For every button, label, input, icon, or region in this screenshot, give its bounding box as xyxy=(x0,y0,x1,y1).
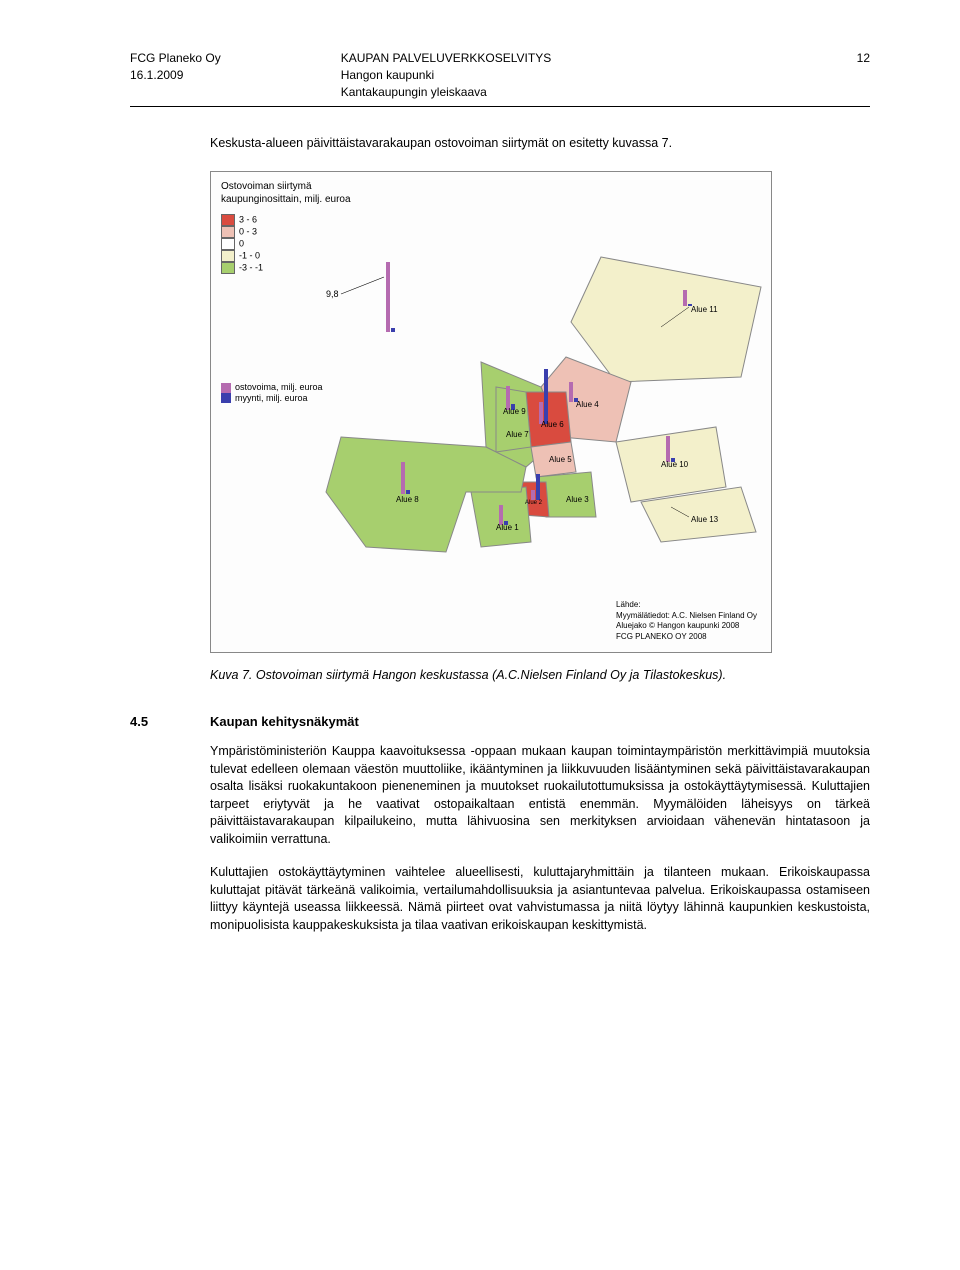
section-title: Kaupan kehitysnäkymät xyxy=(210,714,359,729)
svg-text:9,8: 9,8 xyxy=(326,289,339,299)
header-date: 16.1.2009 xyxy=(130,67,221,84)
svg-text:Alue 8: Alue 8 xyxy=(396,495,419,504)
svg-text:Alue 4: Alue 4 xyxy=(576,400,599,409)
header-title: KAUPAN PALVELUVERKKOSELVITYS xyxy=(341,50,830,67)
svg-text:Alue 1: Alue 1 xyxy=(496,523,519,532)
svg-text:Alue 7: Alue 7 xyxy=(506,430,529,439)
svg-text:Alue 9: Alue 9 xyxy=(503,407,526,416)
svg-text:Alue 6: Alue 6 xyxy=(541,420,564,429)
header-plan: Kantakaupungin yleiskaava xyxy=(341,84,830,101)
svg-text:Alue 13: Alue 13 xyxy=(691,515,719,524)
svg-text:Alue 5: Alue 5 xyxy=(549,455,572,464)
map-svg: Alue 11 Alue 4 Alue 9 Alue 7 Alue 6 Alue 5 Alu… xyxy=(271,232,771,592)
figure-map: Ostovoiman siirtymä kaupunginosittain, m… xyxy=(210,171,772,653)
figure-caption: Kuva 7. Ostovoiman siirtymä Hangon kesku… xyxy=(210,667,870,685)
body-paragraph-1: Ympäristöministeriön Kauppa kaavoitukses… xyxy=(210,743,870,848)
header-municipality: Hangon kaupunki xyxy=(341,67,830,84)
figure-title: Ostovoiman siirtymä kaupunginosittain, m… xyxy=(221,180,351,206)
legend-ranges: 3 - 60 - 30-1 - 0-3 - -1 xyxy=(221,214,263,274)
header-rule xyxy=(130,106,870,107)
svg-text:Alue 10: Alue 10 xyxy=(661,460,689,469)
section-number: 4.5 xyxy=(130,714,210,729)
intro-paragraph: Keskusta-alueen päivittäistavarakaupan o… xyxy=(210,135,870,153)
svg-text:Alue 2: Alue 2 xyxy=(525,500,543,506)
svg-text:Alue 11: Alue 11 xyxy=(691,305,718,314)
header-company: FCG Planeko Oy xyxy=(130,50,221,67)
body-paragraph-2: Kuluttajien ostokäyttäytyminen vaihtelee… xyxy=(210,864,870,934)
page-number: 12 xyxy=(830,50,870,100)
figure-credits: Lähde: Myymälätiedot: A.C. Nielsen Finla… xyxy=(616,600,757,642)
svg-text:Alue 3: Alue 3 xyxy=(566,495,589,504)
